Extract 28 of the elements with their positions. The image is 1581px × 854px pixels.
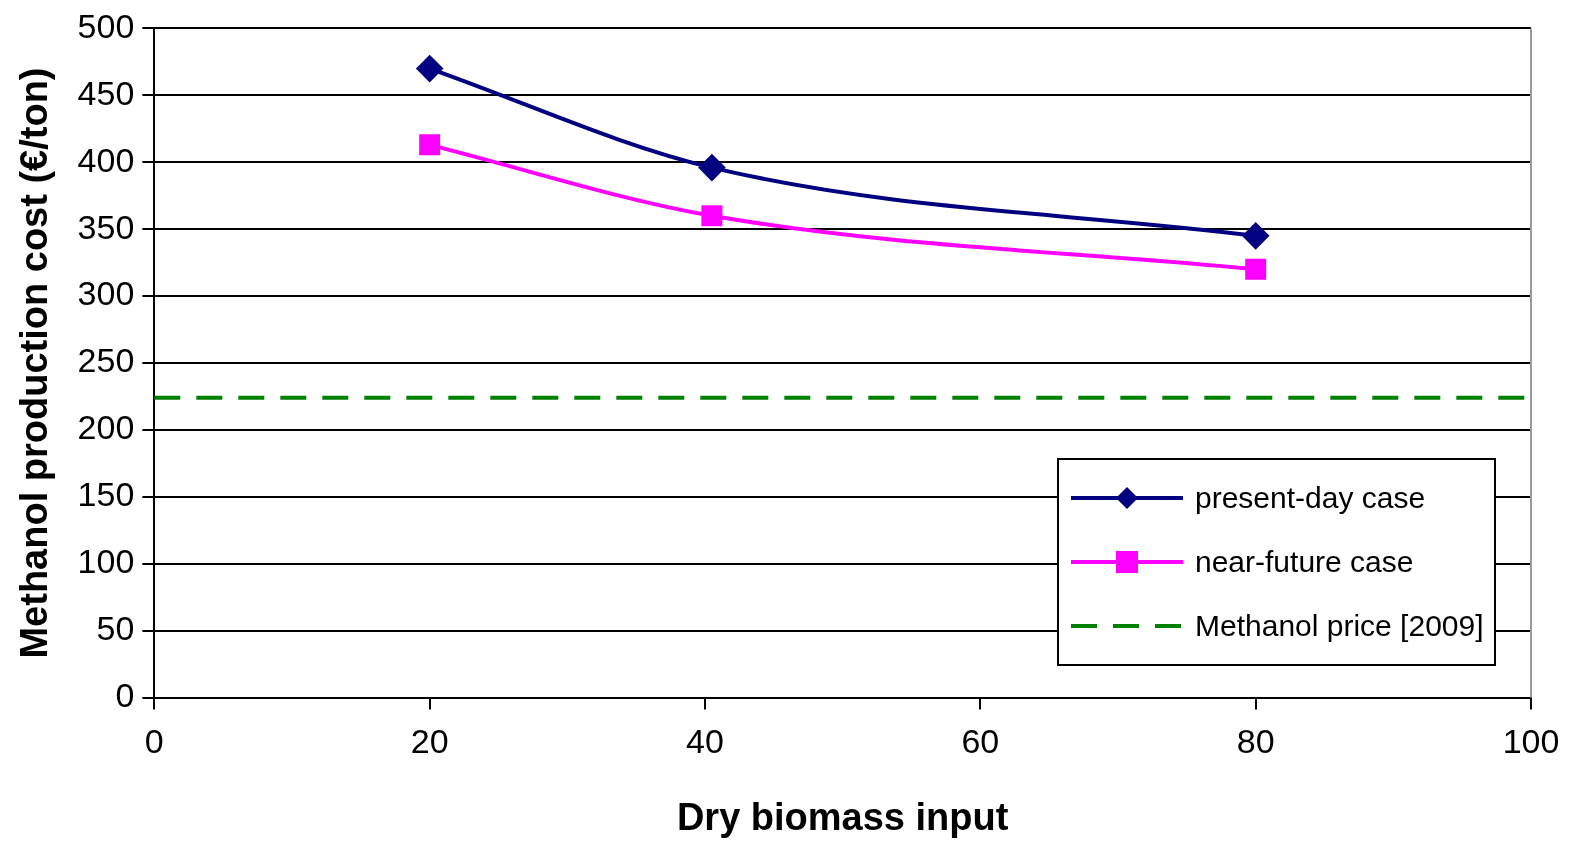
x-tick-label: 0 [144,722,164,761]
point [1245,258,1267,280]
y-tick-label: 300 [77,274,135,313]
point [419,134,441,156]
y-tick-label: 100 [77,542,135,581]
x-tick-label: 40 [686,722,724,761]
y-tick-label: 150 [77,475,135,514]
y-axis-title: Methanol production cost (€/ton) [13,67,56,659]
x-tick-label: 80 [1236,722,1275,761]
point [701,205,723,227]
legend-label: near-future case [1195,544,1414,579]
point [1242,222,1269,249]
y-tick-label: 350 [77,207,135,246]
x-tick-label: 60 [961,722,1000,761]
legend-label: Methanol price [2009] [1195,608,1484,643]
y-tick-label: 50 [96,609,135,648]
y-tick-label: 500 [77,6,135,45]
y-tick-label: 450 [77,73,135,112]
x-tick-label: 20 [410,722,449,761]
x-axis-title: Dry biomass input [676,795,1009,838]
x-tick-label: 100 [1502,722,1560,761]
point [698,154,725,181]
y-tick-label: 250 [77,341,135,380]
y-tick-label: 200 [77,408,135,447]
legend-label: present-day case [1195,480,1426,515]
y-tick-label: 0 [115,675,135,714]
point [416,55,443,82]
y-tick-label: 400 [77,140,135,179]
